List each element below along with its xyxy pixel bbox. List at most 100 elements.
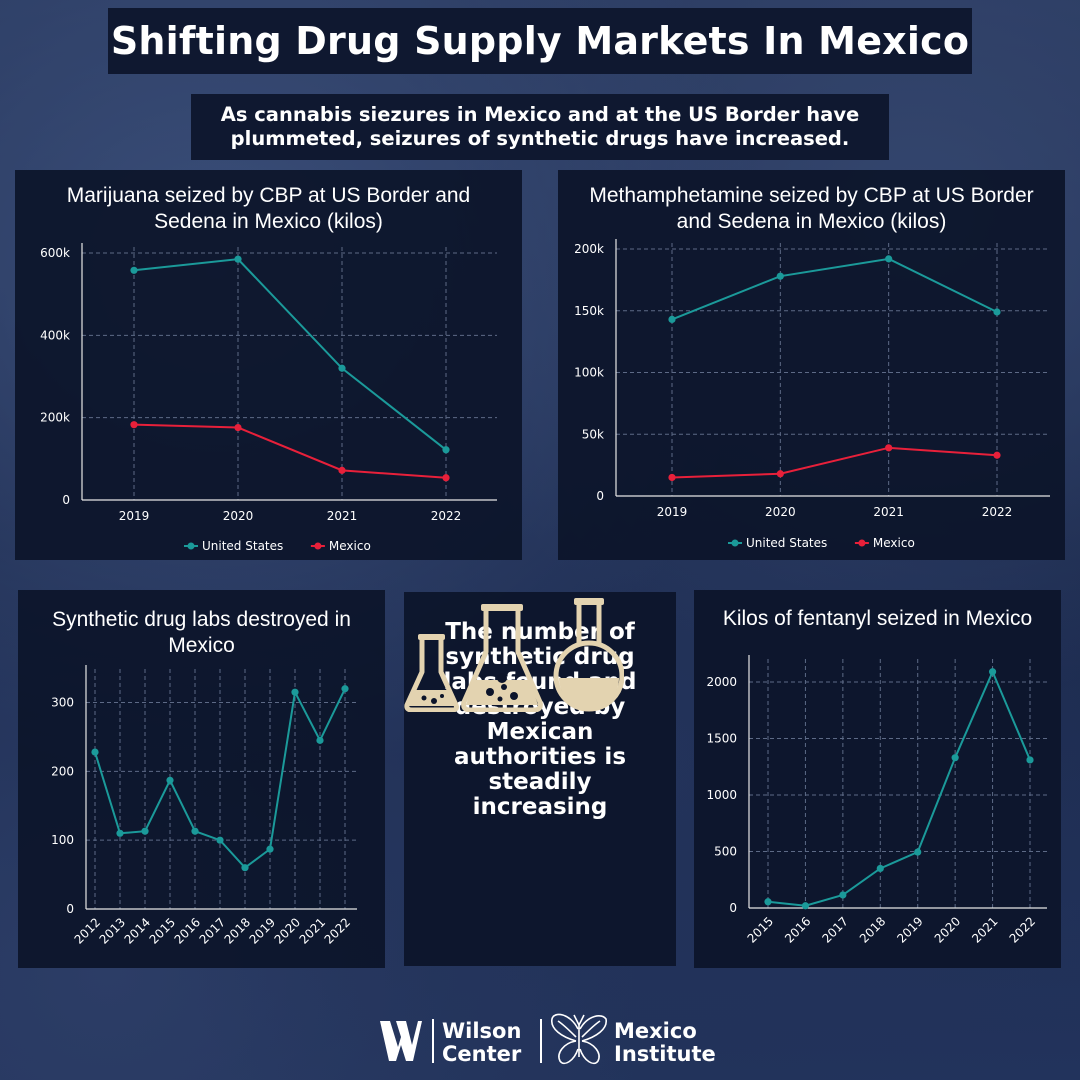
data-point	[839, 891, 847, 899]
flasks-icon	[404, 598, 624, 712]
x-tick-label: 2018	[222, 915, 253, 946]
legend-marker	[187, 542, 195, 550]
title-banner: Shifting Drug Supply Markets In Mexico	[108, 8, 972, 74]
page-title: Shifting Drug Supply Markets In Mexico	[110, 19, 970, 63]
data-point	[338, 364, 346, 372]
x-tick-label: 2017	[197, 915, 228, 946]
y-tick-label: 150k	[574, 304, 604, 318]
y-tick-label: 500	[714, 844, 737, 858]
data-point	[442, 474, 450, 482]
x-tick-label: 2012	[72, 915, 103, 946]
legend-label: Mexico	[329, 539, 371, 553]
data-point	[764, 898, 772, 906]
y-tick-label: 1000	[706, 788, 737, 802]
y-tick-label: 1500	[706, 731, 737, 745]
data-point	[234, 423, 242, 432]
logo-divider	[432, 1019, 434, 1063]
y-tick-label: 0	[596, 489, 604, 503]
x-tick-label: 2022	[322, 915, 353, 946]
x-tick-label: 2020	[223, 509, 254, 523]
data-point	[266, 845, 274, 853]
x-tick-label: 2020	[765, 505, 796, 519]
data-point	[241, 864, 249, 872]
x-tick-label: 2017	[819, 914, 850, 945]
legend-marker	[731, 539, 739, 547]
fentanyl-line-chart: 0 500 1000 1500 2000 2015 2016 2017 2018 2019 2020…	[706, 655, 1047, 946]
small-flask-liquid	[409, 690, 455, 706]
x-tick-label: 2016	[782, 914, 813, 945]
y-tick-label: 100	[51, 833, 74, 847]
x-tick-label: 2022	[431, 509, 462, 523]
data-point	[141, 827, 149, 835]
meth-line-chart: 0 50k 100k 150k 200k 2019 2020 2021 2022 United S…	[574, 239, 1050, 550]
legend-label: United States	[746, 536, 827, 550]
data-point	[668, 315, 676, 323]
data-point	[91, 748, 99, 756]
data-point	[442, 446, 450, 454]
x-tick-label: 2021	[969, 914, 1000, 945]
page-subtitle: As cannabis siezures in Mexico and at th…	[220, 103, 860, 150]
butterfly-icon	[551, 1013, 607, 1065]
data-point	[130, 266, 138, 274]
legend-marker	[314, 542, 322, 550]
legend-marker	[858, 539, 866, 547]
fentanyl-chart-panel: Kilos of fentanyl seized in Mexico 0 500 1…	[694, 590, 1061, 968]
marijuana-chart-panel: Marijuana seized by CBP at US Border and…	[15, 170, 522, 560]
x-tick-label: 2022	[982, 505, 1013, 519]
data-point	[341, 685, 349, 693]
data-point	[668, 473, 676, 482]
x-tick-label: 2015	[745, 914, 776, 945]
series-line	[671, 446, 998, 479]
y-tick-label: 50k	[582, 427, 604, 441]
small-flask-outline	[404, 634, 459, 712]
logo-divider	[540, 1019, 542, 1063]
mexico-institute-logo-text: Mexico Institute	[614, 1019, 716, 1066]
legend-label: Mexico	[873, 536, 915, 550]
x-tick-label: 2022	[1007, 914, 1038, 945]
data-point	[166, 776, 174, 784]
x-tick-label: 2013	[97, 915, 128, 946]
data-point	[993, 308, 1001, 316]
y-tick-label: 300	[51, 696, 74, 710]
y-tick-label: 0	[62, 493, 70, 507]
chart-title: Synthetic drug labs destroyed in Mexico	[52, 608, 351, 657]
footer-logos: Wilson Center Mexico Institute	[0, 1005, 1080, 1075]
x-tick-label: 2021	[873, 505, 904, 519]
y-tick-label: 100k	[574, 366, 604, 380]
series-line	[767, 669, 1031, 907]
data-point	[291, 688, 299, 696]
x-tick-label: 2020	[272, 915, 303, 946]
data-point	[1026, 756, 1034, 764]
wilson-center-logo-icon	[380, 1021, 422, 1061]
chart-title: Marijuana seized by CBP at US Border and…	[66, 184, 471, 233]
y-tick-label: 0	[729, 901, 737, 915]
y-tick-label: 200k	[40, 411, 70, 425]
chart-title: Kilos of fentanyl seized in Mexico	[722, 607, 1033, 630]
x-tick-label: 2021	[327, 509, 358, 523]
series-line	[671, 257, 998, 321]
x-tick-label: 2019	[657, 505, 688, 519]
y-tick-label: 2000	[706, 675, 737, 689]
subtitle-banner: As cannabis siezures in Mexico and at th…	[191, 94, 889, 160]
data-point	[988, 668, 997, 676]
x-tick-label: 2016	[172, 915, 203, 946]
data-point	[885, 255, 893, 263]
data-point	[801, 902, 810, 910]
data-point	[116, 829, 124, 837]
x-tick-label: 2014	[122, 915, 153, 946]
y-tick-label: 600k	[40, 246, 70, 260]
data-point	[338, 466, 346, 474]
data-point	[216, 836, 224, 844]
x-tick-label: 2021	[297, 915, 328, 946]
marijuana-line-chart: 0 200k 400k 600k 2019 2020 2021 2022 United Stat…	[40, 243, 497, 553]
x-tick-label: 2019	[247, 915, 278, 946]
x-tick-label: 2019	[894, 914, 925, 945]
chart-title: Methamphetamine seized by CBP at US Bord…	[589, 184, 1034, 233]
x-tick-label: 2020	[932, 914, 963, 945]
data-point	[951, 754, 959, 762]
y-tick-label: 0	[66, 902, 74, 916]
round-flask-liquid	[559, 678, 619, 708]
series-line	[133, 423, 447, 479]
x-tick-label: 2018	[857, 914, 888, 945]
y-tick-label: 200k	[574, 242, 604, 256]
